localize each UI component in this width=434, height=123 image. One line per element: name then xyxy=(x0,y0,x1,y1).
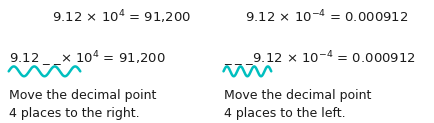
Text: Move the decimal point
4 places to the right.: Move the decimal point 4 places to the r… xyxy=(9,89,156,120)
Text: 9.12 $\times$ 10$^{-4}$ = 0.000912: 9.12 $\times$ 10$^{-4}$ = 0.000912 xyxy=(245,9,409,25)
Text: 9.12 _ _$\times$ 10$^4$ = 91,200: 9.12 _ _$\times$ 10$^4$ = 91,200 xyxy=(9,49,165,69)
Text: Move the decimal point
4 places to the left.: Move the decimal point 4 places to the l… xyxy=(224,89,371,120)
Text: _ _ _9.12 $\times$ 10$^{-4}$ = 0.000912: _ _ _9.12 $\times$ 10$^{-4}$ = 0.000912 xyxy=(224,49,415,69)
Text: 9.12 $\times$ 10$^4$ = 91,200: 9.12 $\times$ 10$^4$ = 91,200 xyxy=(52,9,191,26)
